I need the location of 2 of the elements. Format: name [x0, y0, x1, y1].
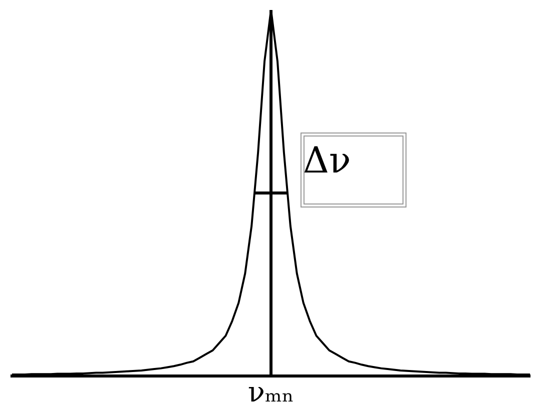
annotation: νₘₙ	[248, 375, 294, 408]
annotation: Δν	[303, 140, 351, 182]
